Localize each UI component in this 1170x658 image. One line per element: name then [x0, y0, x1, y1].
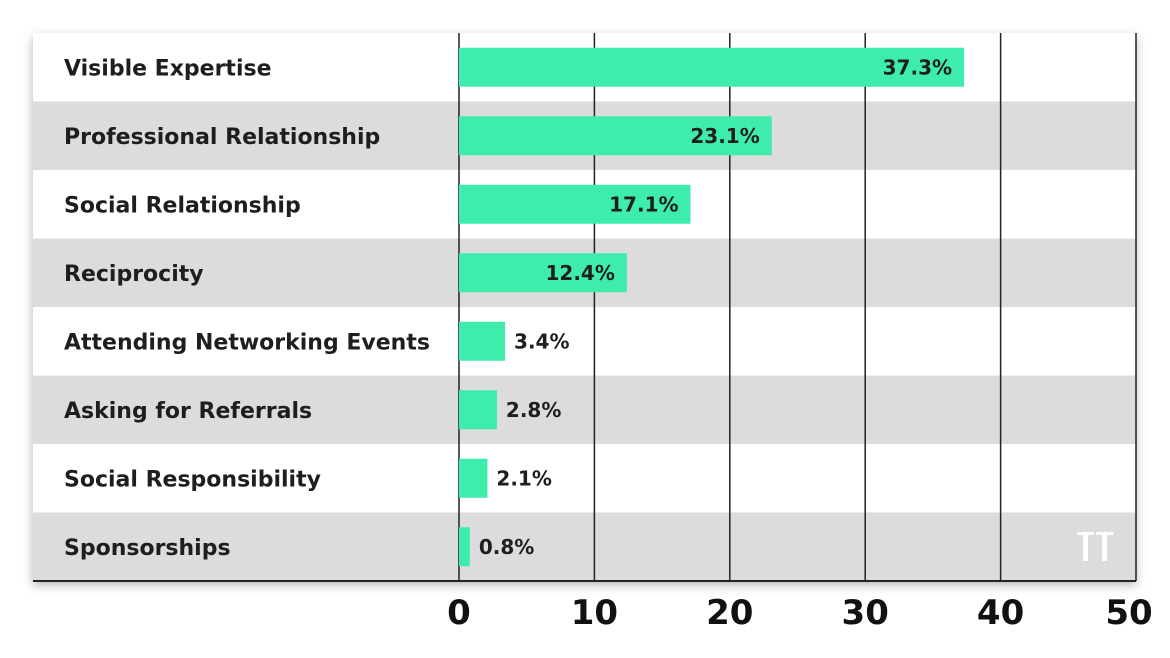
logo — [1077, 532, 1113, 561]
logo-t-left — [1077, 532, 1094, 561]
bar — [459, 184, 691, 224]
value-label: 37.3% — [883, 55, 952, 79]
x-tick-labels: 0 10 20 30 40 50 — [447, 593, 1153, 633]
category-label: Social Responsibility — [64, 467, 321, 492]
value-label: 2.1% — [496, 466, 551, 490]
category-label: Sponsorships — [64, 536, 231, 561]
bar — [459, 253, 627, 293]
x-tick-label: 20 — [706, 593, 753, 633]
logo-t-right — [1096, 532, 1113, 561]
bar — [459, 47, 965, 87]
row-band — [33, 444, 1136, 513]
category-label: Social Relationship — [64, 193, 301, 218]
value-label: 17.1% — [609, 192, 678, 216]
category-label: Asking for Referrals — [64, 399, 312, 424]
bars — [459, 47, 965, 567]
value-label: 23.1% — [690, 124, 759, 148]
row-band — [33, 512, 1136, 581]
x-tick-label: 30 — [842, 593, 889, 633]
category-label: Reciprocity — [64, 262, 204, 287]
bar — [459, 527, 470, 567]
bar — [459, 321, 506, 361]
category-label: Professional Relationship — [64, 125, 380, 150]
value-labels: 37.3% 23.1% 17.1% 12.4% 3.4% 2.8% 2.1% 0.8% — [479, 55, 952, 559]
category-label: Attending Networking Events — [64, 330, 430, 355]
x-tick-label: 40 — [977, 593, 1024, 633]
value-label: 3.4% — [514, 329, 569, 353]
value-label: 12.4% — [546, 261, 615, 285]
row-band — [33, 375, 1136, 444]
value-label: 2.8% — [506, 398, 561, 422]
x-tick-label: 10 — [571, 593, 618, 633]
category-label: Visible Expertise — [64, 56, 272, 81]
x-tick-label: 0 — [447, 593, 471, 633]
bar — [459, 390, 497, 430]
bar — [459, 116, 772, 156]
category-labels: Visible Expertise Professional Relationsh… — [64, 56, 430, 561]
value-label: 0.8% — [479, 535, 534, 559]
bar — [459, 458, 488, 498]
row-band — [33, 307, 1136, 376]
x-tick-label: 50 — [1105, 593, 1152, 633]
row-bands — [33, 33, 1136, 581]
